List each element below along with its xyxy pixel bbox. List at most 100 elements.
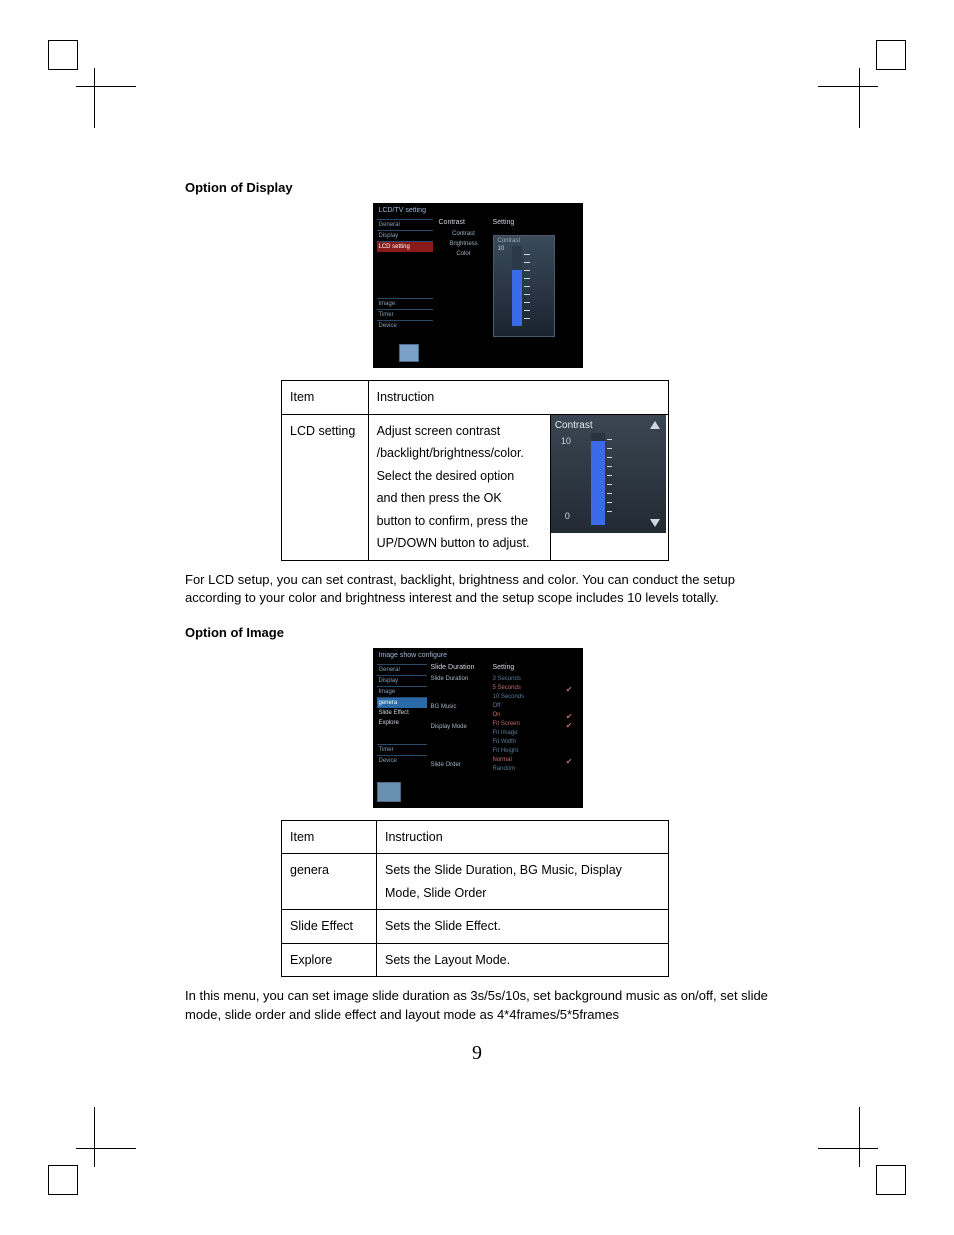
opt: Fit Width bbox=[493, 739, 577, 748]
opt: Fit Image bbox=[493, 730, 577, 739]
mid-row: Slide Order bbox=[431, 762, 489, 782]
opt: 5 Seconds ✔ bbox=[493, 685, 577, 694]
table-cell: Slide Effect bbox=[282, 910, 377, 944]
img-left-nav: General Display Image genera Slide Effec… bbox=[377, 664, 427, 766]
opt: Normal ✔ bbox=[493, 757, 577, 766]
table-header: Instruction bbox=[377, 820, 669, 854]
image-paragraph: In this menu, you can set image slide du… bbox=[185, 987, 770, 1023]
nav-item: Device bbox=[377, 320, 433, 331]
instruction-line: and then press the OK bbox=[377, 491, 502, 505]
table-header: Item bbox=[282, 381, 369, 415]
mini-bottom-value: 0 bbox=[565, 508, 570, 524]
table-cell: genera bbox=[282, 854, 377, 910]
check-icon: ✔ bbox=[566, 685, 573, 694]
opt-label: Fit Height bbox=[493, 748, 519, 754]
nav-item-selected: LCD setting bbox=[377, 241, 433, 252]
nav-item: Display bbox=[377, 230, 433, 241]
instruction-line: UP/DOWN button to adjust. bbox=[377, 536, 530, 550]
table-row: genera Sets the Slide Duration, BG Music… bbox=[282, 854, 669, 910]
table-cell: Sets the Slide Duration, BG Music, Displ… bbox=[377, 854, 669, 910]
thumbnail-icon bbox=[399, 344, 419, 362]
contrast-slider: Contrast 10 bbox=[493, 235, 555, 337]
lcd-instruction-table: Item Instruction LCD setting Adjust scre… bbox=[281, 380, 669, 561]
table-row: Slide Effect Sets the Slide Effect. bbox=[282, 910, 669, 944]
opt: 10 Seconds bbox=[493, 694, 577, 703]
image-settings-screenshot: Image show configure General Display Ima… bbox=[373, 648, 583, 808]
opt: Fit Screen ✔ bbox=[493, 721, 577, 730]
slider-top-value: 10 bbox=[498, 246, 505, 252]
page-number: 9 bbox=[0, 1042, 954, 1065]
nav-item: Image bbox=[377, 686, 427, 697]
instruction-line: Select the desired option bbox=[377, 469, 515, 483]
opt-label: Fit Screen bbox=[493, 721, 520, 727]
table-cell: Sets the Slide Effect. bbox=[377, 910, 669, 944]
nav-item: Display bbox=[377, 675, 427, 686]
img-title: Image show configure bbox=[379, 652, 447, 659]
mid-header: Contrast bbox=[439, 219, 489, 231]
table-cell-item: LCD setting bbox=[282, 414, 369, 560]
arrow-up-icon bbox=[650, 421, 660, 429]
page-content: Option of Display LCD/TV setting General… bbox=[185, 180, 770, 1042]
lcd-right-column: Setting Contrast 10 bbox=[493, 219, 577, 337]
opt-label: 3 Seconds bbox=[493, 676, 521, 682]
opt-label: Fit Width bbox=[493, 739, 517, 745]
nav-item: Device bbox=[377, 755, 427, 766]
opt-label: Fit Image bbox=[493, 730, 518, 736]
lcd-settings-screenshot: LCD/TV setting General Display LCD setti… bbox=[373, 203, 583, 368]
opt: Random bbox=[493, 766, 577, 775]
nav-item: Explore bbox=[377, 718, 427, 728]
mid-option: Contrast bbox=[439, 231, 489, 241]
mid-header: Slide Duration bbox=[431, 664, 489, 676]
instruction-line: Adjust screen contrast bbox=[377, 424, 501, 438]
mini-top-value: 10 bbox=[561, 433, 571, 449]
table-cell-slider-image: Contrast 10 0 bbox=[550, 414, 668, 560]
opt-label: 5 Seconds bbox=[493, 685, 521, 691]
lcd-paragraph: For LCD setup, you can set contrast, bac… bbox=[185, 571, 770, 607]
page: Option of Display LCD/TV setting General… bbox=[0, 0, 954, 1235]
img-mid-column: Slide Duration Slide Duration BG Music D… bbox=[431, 664, 489, 782]
lcd-mid-column: Contrast Contrast Brightness Color bbox=[439, 219, 489, 261]
opt: Off bbox=[493, 703, 577, 712]
opt-label: 10 Seconds bbox=[493, 694, 525, 700]
table-header-row: Item Instruction bbox=[282, 381, 669, 415]
lcd-left-nav: General Display LCD setting Image Timer … bbox=[377, 219, 433, 331]
table-row: Explore Sets the Layout Mode. bbox=[282, 943, 669, 977]
opt: 3 Seconds bbox=[493, 676, 577, 685]
mid-row: Display Mode bbox=[431, 724, 489, 762]
mid-option: Color bbox=[439, 251, 489, 261]
heading-option-of-image: Option of Image bbox=[185, 625, 770, 640]
table-header: Item bbox=[282, 820, 377, 854]
heading-option-of-display: Option of Display bbox=[185, 180, 770, 195]
nav-item: Timer bbox=[377, 744, 427, 755]
nav-item: Slide Effect bbox=[377, 708, 427, 718]
right-header: Setting bbox=[493, 219, 577, 231]
instruction-line: button to confirm, press the bbox=[377, 514, 528, 528]
table-cell-instruction: Adjust screen contrast /backlight/bright… bbox=[368, 414, 550, 560]
thumbnail-icon bbox=[377, 782, 401, 802]
nav-item: Image bbox=[377, 298, 433, 309]
instruction-line: /backlight/brightness/color. bbox=[377, 446, 524, 460]
slider-label: Contrast bbox=[498, 238, 521, 244]
img-right-column: Setting 3 Seconds 5 Seconds✔ 10 Seconds … bbox=[493, 664, 577, 775]
opt-label: On bbox=[493, 712, 501, 718]
nav-item-selected: genera bbox=[377, 697, 427, 708]
table-cell: Explore bbox=[282, 943, 377, 977]
opt: On ✔ bbox=[493, 712, 577, 721]
mid-row: Slide Duration bbox=[431, 676, 489, 704]
table-header-row: Item Instruction bbox=[282, 820, 669, 854]
opt: Fit Height bbox=[493, 748, 577, 757]
nav-item: Timer bbox=[377, 309, 433, 320]
right-header: Setting bbox=[493, 664, 577, 676]
opt-label: Off bbox=[493, 703, 501, 709]
image-instruction-table: Item Instruction genera Sets the Slide D… bbox=[281, 820, 669, 978]
nav-item: General bbox=[377, 664, 427, 675]
check-icon: ✔ bbox=[566, 712, 573, 721]
table-header: Instruction bbox=[368, 381, 668, 415]
contrast-mini-slider: Contrast 10 0 bbox=[551, 415, 666, 533]
table-row: LCD setting Adjust screen contrast /back… bbox=[282, 414, 669, 560]
mid-row: BG Music bbox=[431, 704, 489, 724]
check-icon: ✔ bbox=[566, 757, 573, 766]
nav-item: General bbox=[377, 219, 433, 230]
opt-label: Normal bbox=[493, 757, 512, 763]
check-icon: ✔ bbox=[566, 721, 573, 730]
